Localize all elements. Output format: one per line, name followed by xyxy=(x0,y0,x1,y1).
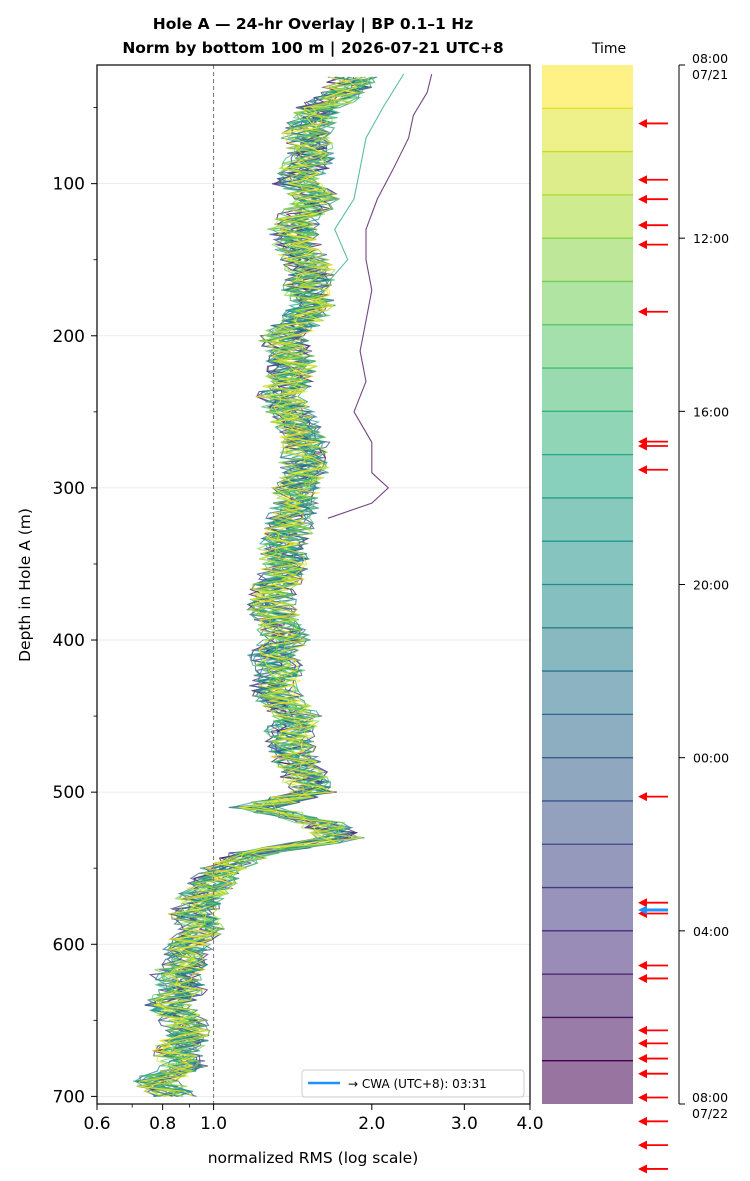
event-arrow-head xyxy=(638,1025,647,1035)
x-tick-label: 0.6 xyxy=(83,1114,110,1134)
event-arrow-head xyxy=(638,1054,647,1064)
y-tick-label: 700 xyxy=(53,1087,85,1107)
colorbar-band xyxy=(542,238,633,282)
x-tick-label: 2.0 xyxy=(358,1114,385,1134)
colorbar-band xyxy=(542,930,633,975)
event-arrow-head xyxy=(638,441,647,451)
colorbar-band xyxy=(542,497,633,542)
colorbar-band xyxy=(542,454,633,498)
event-arrow-head xyxy=(638,960,647,970)
x-tick-label: 1.0 xyxy=(200,1114,227,1134)
event-arrow-head xyxy=(638,175,647,185)
time-tick-label: 16:00 xyxy=(693,404,729,419)
event-arrow-head xyxy=(638,1164,647,1174)
colorbar-band xyxy=(542,887,633,931)
x-axis-label: normalized RMS (log scale) xyxy=(208,1149,419,1167)
y-tick-label: 100 xyxy=(53,175,85,195)
y-axis-ticks: 100 200 300 400 500 600 700 xyxy=(53,107,97,1107)
colorbar-band xyxy=(542,757,633,801)
colorbar-band xyxy=(542,1017,633,1061)
time-end-label: 08:00 xyxy=(692,1090,728,1105)
colorbar-band xyxy=(542,671,633,715)
x-tick-label: 4.0 xyxy=(516,1114,543,1134)
colorbar-band xyxy=(542,974,633,1018)
y-tick-label: 500 xyxy=(53,783,85,803)
colorbar-band xyxy=(542,584,633,628)
time-axis: 08:0007/2112:0016:0020:0000:0004:0008:00… xyxy=(678,51,729,1121)
colorbar-band xyxy=(542,65,633,109)
colorbar-band xyxy=(542,1060,633,1104)
highlight-arrow-head xyxy=(638,905,647,915)
event-arrow-head xyxy=(638,973,647,983)
y-tick-label: 400 xyxy=(53,631,85,651)
plot-frame xyxy=(96,64,531,1105)
overlay-trace xyxy=(142,76,363,1097)
colorbar-band xyxy=(542,151,633,195)
colorbar-title: Time xyxy=(591,41,626,57)
event-arrow-head xyxy=(638,792,647,802)
event-arrow-head xyxy=(638,898,647,908)
outlier-trace xyxy=(320,73,405,291)
event-arrow-head xyxy=(638,1069,647,1079)
colorbar-band xyxy=(542,714,633,758)
x-tick-label: 3.0 xyxy=(451,1114,478,1134)
colorbar-band xyxy=(542,324,633,369)
colorbar-band xyxy=(542,281,633,325)
time-tick-label: 04:00 xyxy=(693,924,729,939)
event-arrow-head xyxy=(638,1093,647,1103)
time-start-label: 08:00 xyxy=(692,51,728,66)
event-arrow-head xyxy=(638,220,647,230)
y-tick-label: 600 xyxy=(53,935,85,955)
overlay-traces xyxy=(133,73,433,1097)
overlay-trace xyxy=(140,76,365,1097)
overlay-trace xyxy=(133,76,370,1097)
event-arrow-head xyxy=(638,1140,647,1150)
colorbar-band xyxy=(542,541,633,585)
time-tick-label: 20:00 xyxy=(693,578,729,593)
event-arrow-head xyxy=(638,1038,647,1048)
colorbar-band xyxy=(542,800,633,845)
event-arrows xyxy=(638,118,668,1174)
time-end-date: 07/22 xyxy=(692,1106,728,1121)
colorbar-band xyxy=(542,108,633,152)
colorbar-band xyxy=(542,627,633,672)
x-axis-ticks: 0.6 0.8 1.0 2.0 3.0 4.0 xyxy=(83,1104,544,1134)
time-tick-label: 00:00 xyxy=(693,751,729,766)
event-arrow-head xyxy=(638,1116,647,1126)
x-tick-label: 0.8 xyxy=(149,1114,176,1134)
event-arrow-head xyxy=(638,118,647,128)
colorbar-band xyxy=(542,411,633,455)
legend: → CWA (UTC+8): 03:31 xyxy=(301,1069,525,1098)
colorbar-band xyxy=(542,844,633,888)
y-tick-label: 300 xyxy=(53,479,85,499)
chart-subtitle: Norm by bottom 100 m | 2026-07-21 UTC+8 xyxy=(122,39,503,58)
event-arrow-head xyxy=(638,307,647,317)
legend-box xyxy=(301,1069,525,1098)
event-arrow-head xyxy=(638,194,647,204)
outlier-trace xyxy=(327,73,433,519)
time-colorbar xyxy=(542,65,633,1104)
event-arrow-head xyxy=(638,240,647,250)
colorbar-band xyxy=(542,368,633,412)
chart-title: Hole A — 24-hr Overlay | BP 0.1–1 Hz xyxy=(153,15,473,34)
legend-label: → CWA (UTC+8): 03:31 xyxy=(348,1077,487,1091)
colorbar-band xyxy=(542,194,633,239)
time-tick-label: 12:00 xyxy=(693,231,729,246)
y-tick-label: 200 xyxy=(53,327,85,347)
time-start-date: 07/21 xyxy=(692,67,728,82)
event-arrow-head xyxy=(638,465,647,475)
y-axis-label: Depth in Hole A (m) xyxy=(16,508,34,662)
